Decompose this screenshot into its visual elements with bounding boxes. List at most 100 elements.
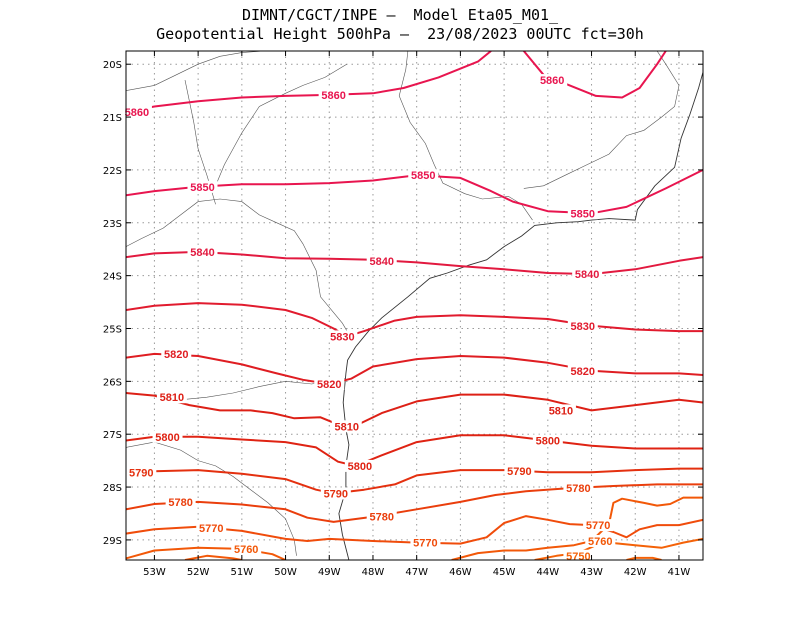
contour-labels: 5860 5860 5860 5850 5850 5850 5840 5840 5840 5830… [121, 74, 616, 563]
contour-label-knockout [537, 74, 568, 87]
contour-label-knockout [366, 510, 397, 523]
contour-label-knockout [583, 519, 614, 532]
x-tick-label: 46W [449, 567, 472, 578]
contour-label-knockout [408, 169, 439, 182]
contour-label-knockout [567, 207, 598, 220]
contour-label: 5840 [575, 269, 599, 281]
contour-label-knockout [563, 549, 594, 562]
x-tick-label: 53W [143, 567, 166, 578]
axis-ticks: 53W 52W 51W 50W 49W 48W 47W 46W 45W 44W 43W 42W 41W 2… [103, 51, 703, 578]
contour-label: 5820 [571, 366, 595, 378]
y-tick-label: 26S [103, 377, 122, 388]
contour-label-knockout [314, 377, 345, 390]
x-tick-label: 47W [405, 567, 428, 578]
contour-label-knockout [231, 542, 262, 555]
y-tick-label: 24S [103, 272, 122, 283]
contour-label: 5780 [369, 512, 393, 524]
y-tick-label: 22S [103, 166, 122, 177]
contour-label-knockout [187, 245, 218, 258]
map-title-line-2: Geopotential Height 500hPa – 23/08/2023 … [156, 25, 644, 43]
plot-frame [125, 50, 704, 561]
contour-label-knockout [318, 88, 349, 101]
y-tick-label: 29S [103, 536, 122, 547]
contour-label: 5840 [190, 247, 214, 259]
state-border [126, 441, 297, 556]
state-border [126, 198, 354, 342]
y-tick-label: 21S [103, 113, 122, 124]
contour-label: 5810 [549, 405, 573, 417]
x-tick-label: 45W [493, 567, 516, 578]
contour-label-knockout [567, 319, 598, 332]
contour-label-knockout [327, 330, 358, 343]
contour-label-knockout [331, 420, 362, 433]
x-tick-label: 52W [187, 567, 210, 578]
contour-label: 5800 [348, 461, 372, 473]
x-tick-label: 50W [274, 567, 297, 578]
contour-label: 5850 [190, 182, 214, 194]
contour-label: 5760 [234, 544, 258, 556]
contour-label-knockout [344, 459, 375, 472]
contour-label-knockout [187, 180, 218, 193]
y-tick-label: 25S [103, 324, 122, 335]
x-tick-label: 43W [580, 567, 603, 578]
contour-label: 5780 [168, 497, 192, 509]
contour-line-5770 [126, 515, 703, 545]
x-tick-label: 41W [668, 567, 691, 578]
map-title-line-1: DIMNT/CGCT/INPE – Model Eta05_M01_ [241, 6, 559, 24]
contour-label-knockout [165, 495, 196, 508]
contour-label-knockout [366, 254, 397, 267]
contour-label: 5830 [571, 321, 595, 333]
contour-label: 5770 [586, 520, 610, 532]
y-tick-label: 28S [103, 483, 122, 494]
contour-label: 5800 [155, 432, 179, 444]
state-border [184, 80, 216, 205]
contour-label: 5840 [369, 256, 393, 268]
contour-label: 5860 [540, 75, 564, 87]
contour-line-5760 [184, 554, 242, 560]
contour-label: 5800 [536, 436, 560, 448]
contour-label-knockout [126, 466, 157, 479]
contour-label: 5820 [164, 349, 188, 361]
x-tick-label: 44W [537, 567, 560, 578]
contour-label-knockout [410, 536, 441, 549]
contour-label: 5810 [335, 421, 359, 433]
contour-label: 5770 [199, 523, 223, 535]
contour-label: 5850 [571, 208, 595, 220]
contour-label-knockout [161, 347, 192, 360]
contour-label-knockout [572, 268, 603, 281]
state-border [215, 63, 347, 186]
contour-line-5800 [126, 434, 703, 467]
contour-label-knockout [585, 534, 616, 547]
contour-label: 5860 [321, 90, 345, 102]
contour-label: 5820 [317, 379, 341, 391]
contour-line-5790 [126, 467, 703, 495]
contour-label: 5830 [330, 331, 354, 343]
contour-label-knockout [121, 105, 152, 118]
x-tick-label: 42W [624, 567, 647, 578]
contour-label: 5760 [588, 536, 612, 548]
contour-line-5850 [126, 169, 703, 215]
state-border [398, 51, 533, 221]
contour-line-5750 [626, 556, 662, 560]
contour-label: 5780 [566, 483, 590, 495]
contour-label-knockout [196, 521, 227, 534]
contour-line-5820 [126, 352, 703, 385]
contour-label: 5810 [160, 392, 184, 404]
contour-label-knockout [152, 430, 183, 443]
y-tick-label: 27S [103, 430, 122, 441]
contour-label-knockout [320, 487, 351, 500]
contour-label-knockout [156, 391, 187, 404]
contour-label-knockout [532, 434, 563, 447]
contour-line-5760 [126, 546, 286, 560]
contour-label: 5750 [566, 551, 590, 563]
contour-label: 5790 [129, 467, 153, 479]
contour-label-knockout [545, 404, 576, 417]
contour-line-5830 [126, 302, 703, 338]
contour-label: 5860 [125, 107, 149, 119]
contour-label: 5790 [507, 466, 531, 478]
x-tick-label: 48W [362, 567, 385, 578]
coastline [338, 71, 703, 560]
y-tick-label: 23S [103, 219, 122, 230]
contour-label: 5770 [413, 538, 437, 550]
